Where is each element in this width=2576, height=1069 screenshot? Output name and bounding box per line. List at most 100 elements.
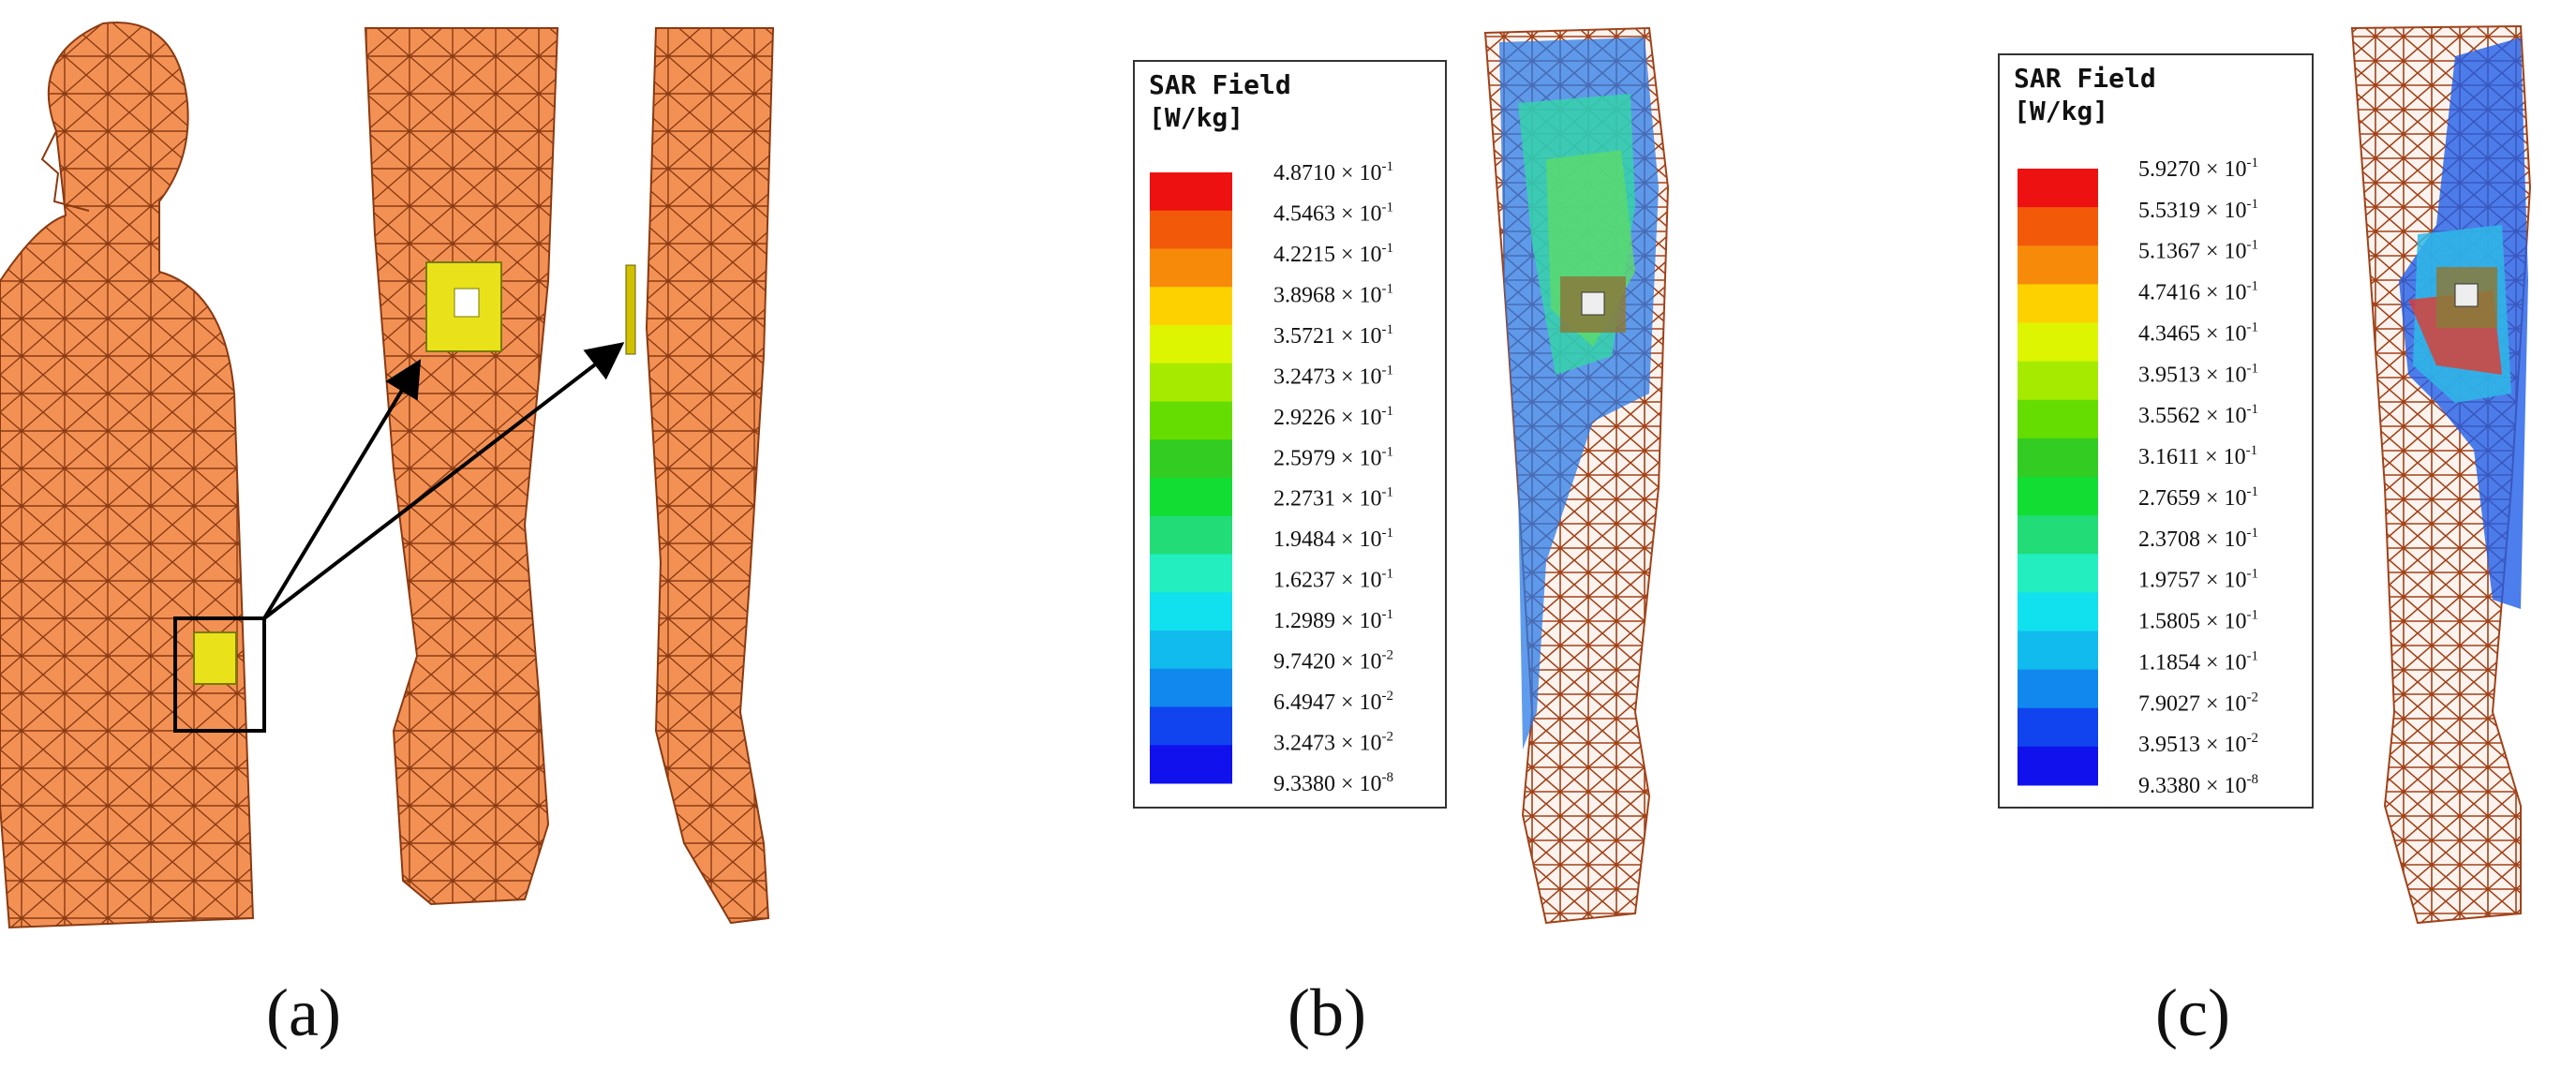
color-band — [1150, 439, 1232, 479]
exponent: -1 — [1382, 485, 1394, 500]
legend-value: 9.3380 × 10-8 — [2138, 772, 2258, 798]
color-band — [1150, 706, 1232, 746]
legend: SAR Field[W/kg]5.9270 × 10-15.5319 × 10-… — [1998, 53, 2314, 809]
exponent: -1 — [2247, 648, 2259, 663]
exponent: -1 — [2246, 443, 2258, 458]
legend-value: 4.2215 × 10-1 — [1273, 241, 1393, 267]
coefficient: 3.2473 × 10 — [1273, 364, 1382, 389]
coefficient: 2.3708 × 10 — [2138, 527, 2247, 552]
legend-value: 2.2731 × 10-1 — [1273, 485, 1393, 512]
legend-value: 3.2473 × 10-2 — [1273, 730, 1393, 756]
legend-value: 3.8968 × 10-1 — [1273, 281, 1393, 307]
coefficient: 2.9226 × 10 — [1273, 406, 1382, 430]
legend-value: 4.8710 × 10-1 — [1273, 159, 1393, 186]
exponent: -1 — [1382, 567, 1394, 582]
color-band — [2018, 746, 2098, 786]
legend-value: 1.1854 × 10-1 — [2138, 648, 2258, 675]
exponent: -1 — [1382, 526, 1394, 541]
coefficient: 5.5319 × 10 — [2138, 199, 2247, 223]
exponent: -1 — [2247, 484, 2259, 499]
sar-arm-b — [1483, 26, 1670, 925]
color-band — [1150, 745, 1232, 784]
exponent: -1 — [2247, 608, 2259, 623]
color-band — [1150, 592, 1232, 631]
legend-value: 4.3465 × 10-1 — [2138, 319, 2258, 346]
legend: SAR Field[W/kg]4.8710 × 10-14.5463 × 10-… — [1133, 60, 1447, 809]
legend-value: 1.9757 × 10-1 — [2138, 567, 2258, 593]
coefficient: 5.9270 × 10 — [2138, 157, 2247, 182]
legend-value: 2.9226 × 10-1 — [1273, 404, 1393, 430]
exponent: -2 — [2247, 731, 2259, 746]
coefficient: 3.1611 × 10 — [2138, 445, 2246, 469]
color-band — [1150, 401, 1232, 440]
exponent: -1 — [1382, 200, 1394, 215]
legend-value: 2.7659 × 10-1 — [2138, 484, 2258, 511]
color-band — [2018, 322, 2098, 363]
coefficient: 2.5979 × 10 — [1273, 446, 1382, 470]
exponent: -2 — [1382, 689, 1394, 704]
coefficient: 1.6237 × 10 — [1273, 569, 1382, 593]
exponent: -1 — [2247, 526, 2259, 541]
color-band — [1150, 248, 1232, 288]
coefficient: 5.1367 × 10 — [2138, 240, 2247, 264]
legend-value: 1.9484 × 10-1 — [1273, 526, 1393, 552]
color-band — [2018, 284, 2098, 323]
coefficient: 4.7416 × 10 — [2138, 281, 2247, 305]
coefficient: 3.2473 × 10 — [1273, 732, 1382, 756]
color-band — [1150, 325, 1232, 364]
legend-value: 4.5463 × 10-1 — [1273, 200, 1393, 226]
exponent: -1 — [2247, 197, 2259, 212]
legend-unit: [W/kg] — [1149, 102, 1243, 133]
panel-label: (b) — [1288, 975, 1366, 1050]
exponent: -2 — [2247, 690, 2259, 705]
color-band — [1150, 210, 1232, 249]
color-band — [2018, 399, 2098, 439]
legend-value: 1.6237 × 10-1 — [1273, 567, 1393, 593]
color-band — [1150, 363, 1232, 402]
legend-value: 1.5805 × 10-1 — [2138, 608, 2258, 634]
exponent: -8 — [2247, 772, 2259, 787]
color-band — [2018, 207, 2098, 246]
panel-label: (c) — [2155, 975, 2230, 1050]
color-band — [2018, 169, 2098, 208]
coefficient: 9.7420 × 10 — [1273, 650, 1382, 675]
exponent: -1 — [1382, 159, 1394, 174]
exponent: -2 — [1382, 730, 1394, 745]
exponent: -1 — [1382, 363, 1394, 378]
legend-value: 1.2989 × 10-1 — [1273, 607, 1393, 633]
coefficient: 1.1854 × 10 — [2138, 650, 2247, 675]
color-band — [2018, 592, 2098, 631]
legend-value: 3.5721 × 10-1 — [1273, 322, 1393, 349]
color-band — [2018, 669, 2098, 709]
coefficient: 4.5463 × 10 — [1273, 201, 1382, 226]
coefficient: 9.3380 × 10 — [2138, 774, 2247, 798]
panel-label: (a) — [266, 975, 341, 1050]
exponent: -1 — [2247, 279, 2259, 294]
legend-value: 3.9513 × 10-2 — [2138, 731, 2258, 757]
color-band — [2018, 631, 2098, 671]
exponent: -1 — [2247, 238, 2259, 253]
exponent: -1 — [1382, 241, 1394, 256]
exponent: -2 — [1382, 648, 1394, 663]
legend-value: 2.5979 × 10-1 — [1273, 444, 1393, 470]
coefficient: 3.8968 × 10 — [1273, 283, 1382, 307]
coefficient: 1.2989 × 10 — [1273, 609, 1382, 633]
color-band — [2018, 707, 2098, 748]
coefficient: 4.8710 × 10 — [1273, 161, 1382, 186]
exponent: -1 — [2247, 319, 2259, 334]
color-band — [1150, 554, 1232, 593]
coefficient: 1.9484 × 10 — [1273, 527, 1382, 552]
legend-title: SAR Field — [2014, 63, 2156, 94]
legend-value: 3.2473 × 10-1 — [1273, 363, 1393, 389]
coefficient: 3.9513 × 10 — [2138, 363, 2247, 387]
color-band — [2018, 554, 2098, 593]
exponent: -8 — [1382, 770, 1394, 785]
coefficient: 3.5562 × 10 — [2138, 404, 2247, 428]
color-band — [2018, 477, 2098, 516]
color-band — [1150, 668, 1232, 707]
coefficient: 7.9027 × 10 — [2138, 691, 2247, 716]
legend-value: 3.1611 × 10-1 — [2138, 443, 2257, 469]
legend-value: 2.3708 × 10-1 — [2138, 526, 2258, 552]
coefficient: 6.4947 × 10 — [1273, 690, 1382, 715]
